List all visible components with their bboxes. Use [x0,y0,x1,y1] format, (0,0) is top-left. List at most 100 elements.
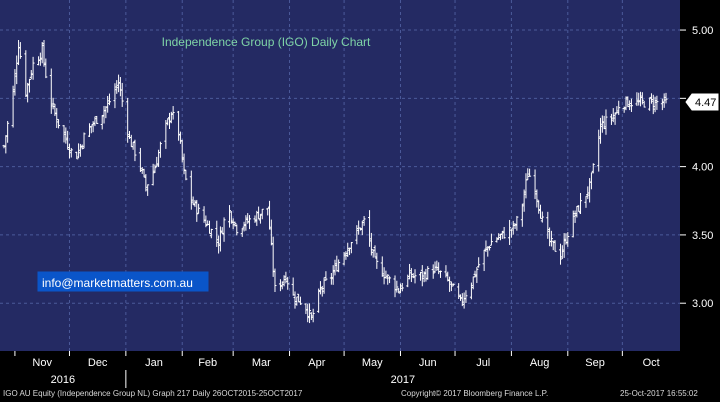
ohlc-bar [75,151,79,160]
ohlc-bar [117,74,121,93]
ohlc-bar [464,290,468,303]
ohlc-bar [126,97,130,143]
x-year-label: 2017 [391,374,415,386]
ohlc-bar [355,225,359,245]
ohlc-bar [155,156,159,167]
ohlc-bar [566,232,570,247]
ohlc-bar [228,205,232,228]
ohlc-bar [609,113,613,125]
ohlc-bar [158,141,162,158]
ohlc-bar [197,203,201,214]
ohlc-bar [368,210,372,247]
ohlc-bar [253,215,257,223]
ohlc-bar [31,56,35,80]
ohlc-bar [78,143,82,157]
ohlc-bar [93,116,97,127]
ohlc-bar [380,256,384,277]
ohlc-bar [191,196,195,205]
ohlc-bar [369,232,373,256]
ohlc-bar [533,169,537,200]
ohlc-bar [295,296,299,306]
ohlc-bar [418,271,422,281]
ohlc-bar [511,220,515,235]
ohlc-bar [257,206,261,220]
ohlc-bar [639,91,643,107]
ohlc-bar [113,83,117,109]
ohlc-bar [311,308,315,323]
ohlc-bar [662,93,666,108]
ohlc-bar [488,245,492,251]
ohlc-bar [413,269,417,284]
ohlc-bar [51,97,55,110]
ohlc-bar [664,92,668,104]
ohlc-bar [235,224,239,236]
ohlc-bar [69,147,73,158]
ohlc-bar [500,230,504,239]
ohlc-bar [144,174,148,192]
ohlc-bar [40,41,44,64]
ohlc-bar [499,233,502,241]
ohlc-bar [551,240,555,251]
y-tick-label: 4.00 [692,162,713,174]
ohlc-bar [38,52,42,66]
ohlc-bar [268,200,272,230]
ohlc-bar [622,106,626,113]
ohlc-bar [269,219,273,246]
ohlc-bar [471,276,475,290]
ohlc-bar [635,92,639,106]
ohlc-bar [617,100,621,115]
ohlc-bar [82,132,86,149]
ohlc-bar [484,240,488,253]
x-year-label: 2016 [51,374,75,386]
ohlc-bar [138,147,142,172]
ohlc-bar [577,205,581,212]
ohlc-bar [120,82,124,107]
y-tick-label: 3.50 [692,230,713,242]
ohlc-bar [89,125,93,134]
x-month-label: Feb [198,357,217,369]
ohlc-bar [177,110,181,141]
y-tick-label: 3.00 [692,298,713,310]
ohlc-bar [451,283,455,287]
ohlc-bar [626,96,630,108]
ohlc-bar [53,103,57,117]
ohlc-bar [258,213,262,224]
plot-area [0,0,680,351]
ohlc-bar [482,249,486,272]
ohlc-bar [573,210,577,223]
ohlc-bar [571,210,575,238]
ohlc-bar [360,220,364,236]
ohlc-bar [398,283,402,294]
ohlc-bar [579,192,583,214]
ohlc-bar [408,263,412,280]
ohlc-bar [153,164,157,174]
ohlc-bar [526,168,530,181]
x-month-label: Mar [252,357,271,369]
x-month-label: Jul [476,357,490,369]
ohlc-bar [346,242,350,257]
x-month-label: Apr [308,357,325,369]
ohlc-bar [273,268,277,293]
ohlc-bar [589,172,593,190]
ohlc-bar [317,288,321,313]
ohlc-bar [397,288,401,294]
ohlc-bar [371,249,375,258]
ohlc-bar [535,189,539,208]
ohlc-bar [298,296,302,305]
ohlc-bar [184,169,188,181]
ohlc-bar [539,204,543,219]
ohlc-bar [80,144,84,150]
ohlc-bar [107,93,111,106]
ohlc-bar [44,58,48,79]
ohlc-bar [320,285,324,297]
ohlc-bar [95,115,99,125]
ohlc-bar [266,207,270,216]
ohlc-bar [100,114,104,130]
ohlc-bar [653,96,657,113]
ohlc-bar [457,283,461,299]
ohlc-bar [426,266,430,280]
ohlc-bar [475,267,479,283]
ohlc-bar [309,312,313,321]
ohlc-bar [204,215,208,228]
ohlc-bar [520,203,524,227]
